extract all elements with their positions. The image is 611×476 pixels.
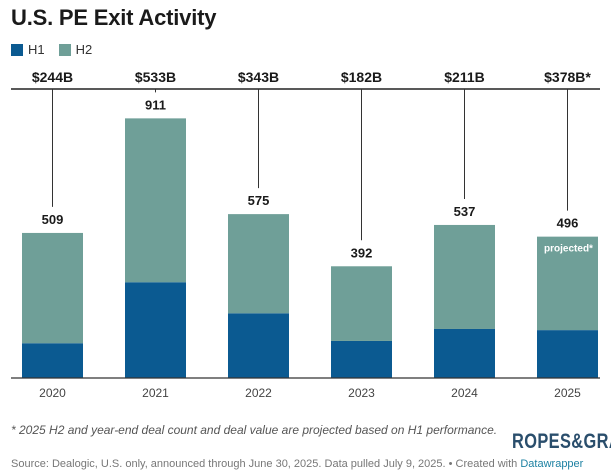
total-label-2025: 496 xyxy=(557,216,579,231)
footnote: * 2025 H2 and year-end deal count and de… xyxy=(11,423,498,437)
source-text: Source: Dealogic, U.S. only, announced t… xyxy=(11,458,521,470)
deal-value-label-2020: $244B xyxy=(32,69,73,85)
bar-h1-2023 xyxy=(331,340,392,378)
legend-label-h1: H1 xyxy=(28,42,45,57)
deal-value-label-2025: $378B* xyxy=(544,69,591,85)
legend-label-h2: H2 xyxy=(75,42,93,57)
annotation-projected: projected* xyxy=(544,244,593,255)
legend-item-h2: H2 xyxy=(58,42,93,57)
x-tick-label-2025: 2025 xyxy=(554,386,581,400)
x-tick-label-2020: 2020 xyxy=(39,386,66,400)
deal-value-label-2024: $211B xyxy=(444,69,484,85)
total-label-2021: 911 xyxy=(145,97,166,112)
total-label-2022: 575 xyxy=(248,193,270,208)
bar-h2-2020 xyxy=(22,232,83,344)
total-label-2023: 392 xyxy=(351,245,373,260)
bar-h1-2022 xyxy=(228,313,289,378)
legend-swatch-h2 xyxy=(58,43,71,56)
ropes-gray-logo: ROPES&GRAY xyxy=(512,430,611,453)
chart-title: U.S. PE Exit Activity xyxy=(11,5,217,30)
deal-value-label-2022: $343B xyxy=(238,69,279,85)
total-label-2024: 537 xyxy=(454,204,476,219)
datawrapper-link[interactable]: Datawrapper xyxy=(520,458,584,470)
bar-h1-2024 xyxy=(434,328,495,378)
x-tick-label-2023: 2023 xyxy=(348,386,375,400)
x-tick-label-2024: 2024 xyxy=(451,386,478,400)
deal-value-label-2023: $182B xyxy=(341,69,382,85)
deal-value-label-2021: $533B xyxy=(135,69,176,85)
bar-h2-2022 xyxy=(228,214,289,314)
bar-h1-2020 xyxy=(22,343,83,378)
x-tick-label-2022: 2022 xyxy=(245,386,272,400)
total-label-2020: 509 xyxy=(42,212,64,227)
legend: H1 H2 xyxy=(11,42,106,57)
legend-item-h1: H1 xyxy=(11,42,45,57)
source-line: Source: Dealogic, U.S. only, announced t… xyxy=(11,458,583,470)
legend-swatch-h1 xyxy=(11,43,23,56)
bar-h2-2024 xyxy=(434,224,495,329)
bar-h2-2021 xyxy=(125,118,186,283)
bar-h2-2025 xyxy=(537,236,598,331)
bar-h1-2021 xyxy=(125,282,186,378)
x-tick-label-2021: 2021 xyxy=(142,386,169,400)
stacked-bar-chart: 509 $244B 2020 911 $533B 2021 575 $343B 2022 392 $… xyxy=(11,69,600,400)
bar-h2-2023 xyxy=(331,266,392,341)
bar-h1-2025 xyxy=(537,330,598,378)
